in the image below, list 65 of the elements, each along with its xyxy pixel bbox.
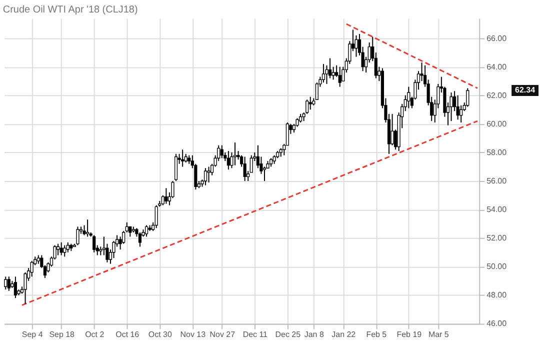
chart-title: Crude Oil WTI Apr '18 (CLJ18) <box>2 4 138 16</box>
candlestick <box>460 104 463 123</box>
x-tick-label: Oct 2 <box>85 330 105 340</box>
candlestick <box>102 236 106 256</box>
y-tick-label: 58.00 <box>486 148 508 157</box>
candlestick <box>63 244 66 258</box>
candlestick <box>262 166 266 182</box>
y-tick-label: 62.00 <box>486 90 508 100</box>
y-tick-label: 46.00 <box>486 319 508 328</box>
candlestick <box>4 276 8 290</box>
x-tick-label: Sep 18 <box>49 330 76 340</box>
candlestick <box>30 260 34 278</box>
candlestick <box>338 66 342 88</box>
candlestick <box>308 96 312 110</box>
candlestick <box>233 142 237 166</box>
x-tick-label: Nov 27 <box>210 330 236 340</box>
candlestick <box>220 144 224 159</box>
candlestick <box>92 234 96 253</box>
y-tick-label: 64.00 <box>486 62 508 72</box>
candlestick <box>60 242 63 256</box>
x-tick-label: Mar 5 <box>428 330 450 340</box>
x-tick-label: Jan 22 <box>332 330 356 340</box>
candlestick <box>138 232 142 248</box>
y-tick-label: 54.00 <box>486 205 508 214</box>
candlestick <box>128 226 132 238</box>
candlestick <box>407 86 410 109</box>
candlestick <box>76 226 80 246</box>
y-tick-label: 48.00 <box>486 290 508 300</box>
candlestick <box>144 224 148 238</box>
candlestick <box>7 276 10 292</box>
candlestick <box>325 64 328 84</box>
x-tick-label: Feb 5 <box>366 330 388 340</box>
x-tick-label: Feb 19 <box>396 330 422 340</box>
y-tick-label: 52.00 <box>486 234 508 243</box>
candlestick <box>390 113 394 146</box>
candlestick <box>24 272 27 304</box>
y-tick-label: 56.00 <box>486 176 508 186</box>
candlestick <box>56 243 60 256</box>
x-tick-label: Dec 11 <box>242 330 268 340</box>
x-tick-label: Nov 13 <box>180 330 206 340</box>
candlestick <box>154 204 158 229</box>
candlestick <box>207 166 210 183</box>
candlestick <box>226 150 230 170</box>
x-tick-label: Oct 30 <box>148 330 172 340</box>
candlestick <box>204 168 208 186</box>
candlestick <box>14 276 18 299</box>
candlestick <box>86 219 90 238</box>
candlestick <box>66 242 70 253</box>
candlestick <box>174 153 178 182</box>
candlestick <box>450 92 453 122</box>
candlestick <box>243 156 246 182</box>
x-tick-label: Oct 16 <box>116 330 140 340</box>
x-tick-label: Dec 25 <box>275 330 302 340</box>
text: 62.34 <box>515 86 536 94</box>
y-tick-label: 50.00 <box>486 262 508 272</box>
candlestick <box>181 149 184 168</box>
y-tick-label: 66.00 <box>486 34 508 43</box>
candlestick <box>322 63 326 84</box>
candlestick <box>456 94 460 120</box>
candlestick <box>466 88 470 108</box>
x-tick-label: Jan 8 <box>304 330 324 340</box>
y-tick-label: 60.00 <box>486 119 508 128</box>
candlestick <box>164 188 168 204</box>
x-tick-label: Sep 4 <box>22 330 44 340</box>
candlestick <box>332 66 335 80</box>
